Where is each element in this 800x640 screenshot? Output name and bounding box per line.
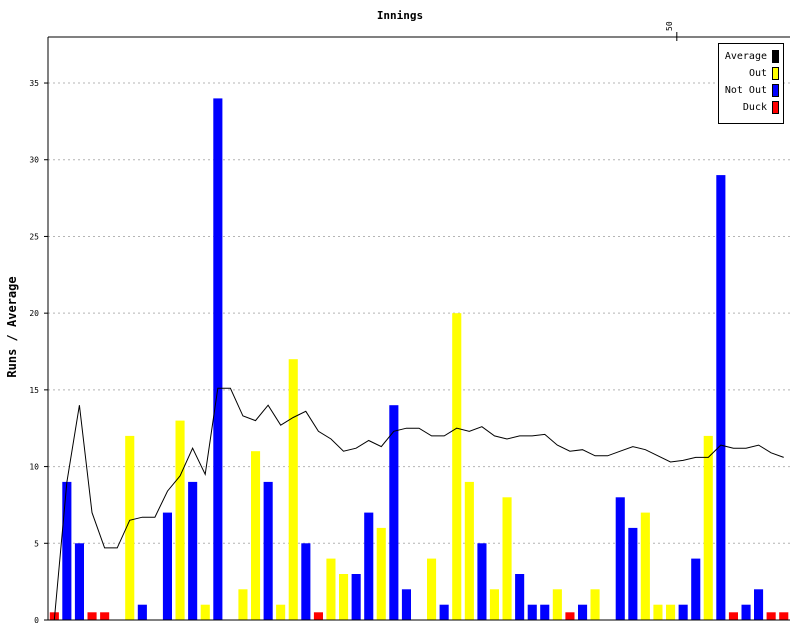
bar-notout [389, 405, 399, 620]
bar-notout [62, 481, 72, 620]
bar-notout [213, 98, 223, 620]
bar-out [502, 497, 512, 620]
legend-item-average: Average [725, 49, 779, 63]
axes [44, 32, 790, 621]
bar-notout [741, 604, 751, 620]
bar-notout [716, 175, 726, 620]
bar-out [464, 481, 474, 620]
y-tick-label: 0 [34, 616, 39, 625]
bar-out [125, 435, 135, 620]
bar-duck [728, 612, 738, 620]
legend-label-out: Out [748, 67, 767, 79]
bar-out [427, 558, 437, 620]
bar-notout [754, 589, 764, 620]
y-tick-label: 30 [29, 156, 39, 165]
bar-out [489, 589, 499, 620]
grid-lines [48, 82, 790, 544]
bar-notout [527, 604, 537, 620]
bar-duck [87, 612, 97, 620]
bar-out [452, 313, 462, 620]
bar-notout [515, 574, 525, 620]
bar-out [666, 604, 676, 620]
chart-legend: Average Out Not Out Duck [718, 43, 784, 124]
bar-out [326, 558, 336, 620]
y-tick-label: 25 [29, 232, 39, 241]
bar-notout [477, 543, 487, 620]
legend-swatch-not-out [772, 83, 779, 97]
legend-item-not-out: Not Out [725, 83, 779, 97]
bar-notout [678, 604, 688, 620]
bar-out [175, 420, 185, 620]
bar-out [339, 574, 349, 620]
y-tick-label: 5 [34, 539, 39, 548]
tick-labels: 0 5 10 15 20 25 30 35 50 [29, 21, 673, 625]
legend-swatch-duck [772, 100, 779, 114]
bar-notout [364, 512, 374, 620]
bar-out [288, 359, 298, 620]
y-tick-label: 15 [29, 386, 39, 395]
y-tick-label: 20 [29, 309, 39, 318]
y-axis-label: Runs / Average [5, 276, 19, 378]
bar-out [238, 589, 248, 620]
bar-out [276, 604, 286, 620]
bar-out [640, 512, 650, 620]
bar-duck [565, 612, 575, 620]
bar-duck [313, 612, 323, 620]
bar-duck [779, 612, 789, 620]
bar-notout [351, 574, 361, 620]
bar-notout [263, 481, 273, 620]
bar-duck [766, 612, 776, 620]
bar-notout [439, 604, 449, 620]
legend-label-average: Average [724, 50, 767, 62]
legend-item-out: Out [749, 66, 779, 80]
bar-out [703, 435, 713, 620]
legend-swatch-average [772, 49, 779, 63]
bar-notout [188, 481, 198, 620]
bar-notout [578, 604, 588, 620]
bar-notout [74, 543, 84, 620]
legend-label-duck: Duck [742, 101, 767, 113]
legend-swatch-out [772, 66, 779, 80]
bar-out [200, 604, 210, 620]
bar-notout [628, 527, 638, 620]
bar-notout [691, 558, 701, 620]
average-line-layer [53, 387, 784, 621]
bar-out [552, 589, 562, 620]
bar-notout [301, 543, 311, 620]
bar-out [590, 589, 600, 620]
bar-out [376, 527, 386, 620]
bar-duck [100, 612, 110, 620]
legend-label-not-out: Not Out [724, 84, 767, 96]
bar-notout [137, 604, 147, 620]
bar-notout [540, 604, 550, 620]
bar-out [251, 451, 261, 620]
y-tick-label: 10 [29, 463, 39, 472]
chart-title: Innings [376, 9, 424, 22]
bars [49, 98, 789, 620]
bar-notout [401, 589, 411, 620]
bar-notout [162, 512, 172, 620]
top-tick-label: 50 [665, 21, 674, 31]
bar-notout [615, 497, 625, 620]
y-tick-label: 35 [29, 79, 39, 88]
average-line [53, 387, 784, 621]
bar-out [653, 604, 663, 620]
legend-item-duck: Duck [743, 100, 779, 114]
